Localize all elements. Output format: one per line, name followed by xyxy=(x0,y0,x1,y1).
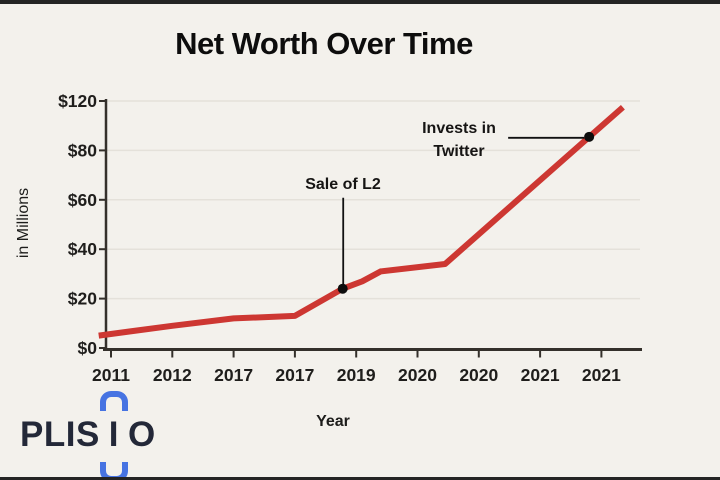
y-tick-label: $20 xyxy=(68,289,97,309)
logo-bracket-top-icon xyxy=(99,391,129,411)
annotation-dot xyxy=(337,283,348,294)
y-tick-label: $80 xyxy=(68,140,97,160)
annotation-line-1: Invests in xyxy=(422,120,496,137)
annotation-sale-of-l2: Sale of L2 xyxy=(305,176,381,193)
x-tick-label: 2011 xyxy=(92,365,130,385)
annotation-invests-in-twitter: Invests in Twitter xyxy=(422,117,496,163)
logo-text-bracketed-i: I xyxy=(108,415,120,454)
y-tick-label: $60 xyxy=(68,190,97,210)
x-tick-label: 2020 xyxy=(398,365,437,385)
y-tick-label: $40 xyxy=(68,239,97,259)
x-tick-label: 2021 xyxy=(582,365,621,385)
x-tick-label: 2017 xyxy=(214,365,253,385)
x-tick-label: 2020 xyxy=(459,365,498,385)
x-axis-title: Year xyxy=(316,413,350,430)
x-tick-label: 2019 xyxy=(337,365,376,385)
logo-text-plis: PLIS xyxy=(20,415,100,454)
chart-title: Net Worth Over Time xyxy=(175,26,473,61)
annotation-line-2: Twitter xyxy=(433,143,485,160)
x-tick-label: 2012 xyxy=(153,365,192,385)
plisio-logo: PLIS I O xyxy=(20,391,156,480)
annotation-dot xyxy=(584,131,595,142)
net-worth-line xyxy=(98,104,625,339)
y-tick-label: $0 xyxy=(78,338,98,358)
bottom-border-strip xyxy=(0,477,720,480)
x-tick-label: 2021 xyxy=(521,365,560,385)
x-tick-label: 2017 xyxy=(275,365,314,385)
logo-text-o: O xyxy=(128,415,156,454)
top-border-strip xyxy=(0,0,720,4)
logo-bracket-wrap: I xyxy=(99,391,129,480)
y-tick-label: $120 xyxy=(58,91,97,111)
